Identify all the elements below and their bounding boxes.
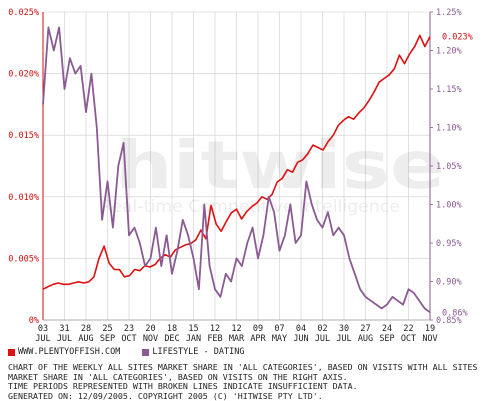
series [42,26,431,314]
legend-swatch-purple [142,348,150,356]
y-right-tick-label: 1.20% [436,47,462,57]
y-right-tick-label: 1.15% [436,85,462,95]
x-tick-month: AUG [78,334,93,344]
legend-label-plentyoffish: WWW.PLENTYOFFISH.COM [18,347,121,357]
legend-swatch-red [8,348,15,356]
y-right-tick-label: 0.85% [436,316,462,326]
x-tick-day: 19 [425,324,435,334]
x-tick-day: 30 [339,324,349,334]
watermark-logo: hitwise [115,127,445,204]
legend-label-dating: LIFESTYLE - DATING [152,347,245,357]
x-tick-month: DEC [164,334,179,344]
watermark-tagline: Real-time Competitive Intelligence [100,197,400,217]
x-tick-month: JUL [336,334,351,344]
grid [42,11,431,321]
y-right-tick-label: 0.90% [436,278,462,288]
x-tick-day: 31 [59,324,69,334]
x-tick-month: AUG [358,334,373,344]
end-label-dating: 0.86% [442,308,468,318]
x-tick-month: JUL [315,334,330,344]
x-tick-day: 22 [403,324,413,334]
x-tick-month: JUN [293,334,308,344]
x-tick-day: 15 [188,324,198,334]
x-tick-month: NOV [422,334,437,344]
y-left-tick-label: 0% [29,316,39,326]
y-left-tick-label: 0.020% [8,70,39,80]
tick-labels: 0% 0.005% 0.010% 0.015% 0.020% 0.025% 0.85% 0.9… [8,8,472,344]
y-right-tick-label: 1.00% [436,201,462,211]
x-tick-day: 25 [102,324,112,334]
y-right-tick-label: 1.05% [436,162,462,172]
x-tick-day: 28 [81,324,91,334]
x-tick-month: OCT [121,334,136,344]
x-tick-month: NOV [143,334,158,344]
x-tick-day: 18 [167,324,177,334]
market-share-chart: hitwise Real-time Competitive Intelligen… [8,8,472,344]
legend-item-dating: LIFESTYLE - DATING [142,347,244,357]
y-left-tick-label: 0.025% [8,8,39,18]
y-right-tick-label: 1.10% [436,124,462,134]
x-tick-day: 04 [296,324,306,334]
x-tick-day: 12 [231,324,241,334]
end-label-plentyoffish: 0.023% [442,33,473,43]
y-right-tick-label: 0.95% [436,239,462,249]
x-tick-month: JUL [57,334,72,344]
y-left-tick-label: 0.010% [8,193,39,203]
x-tick-month: OCT [401,334,416,344]
legend-item-plentyoffish: WWW.PLENTYOFFISH.COM [8,347,120,357]
x-tick-month: JUL [35,334,50,344]
x-tick-month: MAY [272,334,287,344]
series-line-plentyoffish [42,34,431,290]
x-tick-day: 12 [210,324,220,334]
y-left-tick-label: 0.015% [8,131,39,141]
x-tick-month: JAN [186,334,201,344]
x-tick-day: 24 [382,324,392,334]
watermark: hitwise Real-time Competitive Intelligen… [100,127,445,217]
x-tick-month: SEP [100,334,115,344]
y-right-tick-label: 1.25% [436,8,462,18]
y-left-tick-label: 0.005% [8,254,39,264]
x-tick-day: 07 [274,324,284,334]
x-tick-day: 03 [38,324,48,334]
x-tick-day: 23 [124,324,134,334]
x-tick-day: 27 [360,324,370,334]
x-tick-month: FEB [207,334,222,344]
series-line-dating [42,26,431,314]
legend: WWW.PLENTYOFFISH.COM LIFESTYLE - DATING [8,347,266,357]
x-tick-day: 20 [145,324,155,334]
x-tick-day: 09 [253,324,263,334]
x-tick-day: 02 [317,324,327,334]
chart-caption: CHART OF THE WEEKLY ALL SITES MARKET SHA… [8,362,478,401]
axes [42,11,433,321]
x-tick-month: SEP [379,334,394,344]
x-tick-month: MAR [229,334,245,344]
x-tick-month: APR [250,334,266,344]
